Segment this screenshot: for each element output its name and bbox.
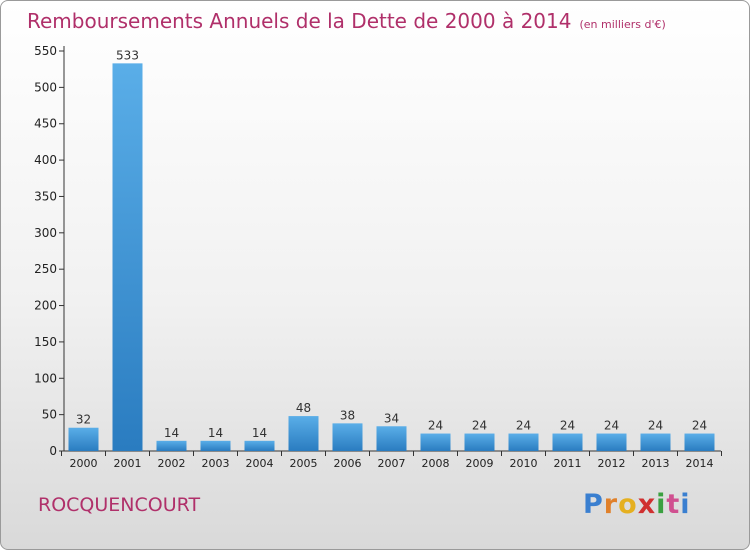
x-tick-label-2008: 2008 xyxy=(422,457,450,470)
bar-2003 xyxy=(200,440,231,451)
chart-title-unit: (en milliers d'€) xyxy=(579,18,666,31)
bar-2014 xyxy=(684,433,715,451)
data-label-2004: 14 xyxy=(252,426,267,440)
bar-2009 xyxy=(464,433,495,451)
y-tick-label: 200 xyxy=(34,299,57,313)
bar-2011 xyxy=(552,433,583,451)
data-label-2003: 14 xyxy=(208,426,223,440)
chart-title: Remboursements Annuels de la Dette de 20… xyxy=(27,9,666,33)
bar-2005 xyxy=(288,416,319,451)
bar-2013 xyxy=(640,433,671,451)
y-tick-label: 500 xyxy=(34,80,57,94)
logo-letter: x xyxy=(637,489,657,520)
data-label-2012: 24 xyxy=(604,419,619,433)
x-tick-label-2012: 2012 xyxy=(598,457,626,470)
bar-2006 xyxy=(332,423,363,451)
x-tick-label-2001: 2001 xyxy=(114,457,142,470)
proxiti-logo: Proxiti xyxy=(583,489,691,520)
x-tick-label-2014: 2014 xyxy=(686,457,714,470)
x-tick-label-2010: 2010 xyxy=(510,457,538,470)
y-tick-label: 0 xyxy=(49,444,57,458)
bar-2010 xyxy=(508,433,539,451)
data-label-2002: 14 xyxy=(164,426,179,440)
y-tick-label: 400 xyxy=(34,153,57,167)
bar-2000 xyxy=(68,427,99,451)
data-label-2014: 24 xyxy=(692,419,707,433)
x-tick-label-2013: 2013 xyxy=(642,457,670,470)
x-tick-label-2009: 2009 xyxy=(466,457,494,470)
y-tick-label: 250 xyxy=(34,262,57,276)
data-label-2008: 24 xyxy=(428,419,443,433)
data-label-2006: 38 xyxy=(340,408,355,422)
y-tick-label: 450 xyxy=(34,117,57,131)
x-tick-label-2011: 2011 xyxy=(554,457,582,470)
logo-letter: o xyxy=(618,489,638,520)
x-tick-label-2002: 2002 xyxy=(158,457,186,470)
bar-2004 xyxy=(244,440,275,451)
y-tick-label: 150 xyxy=(34,335,57,349)
logo-letter: P xyxy=(583,489,604,520)
y-tick-label: 50 xyxy=(42,408,57,422)
data-label-2013: 24 xyxy=(648,419,663,433)
logo-letter: r xyxy=(603,489,619,520)
y-tick-label: 550 xyxy=(34,44,57,58)
data-label-2009: 24 xyxy=(472,419,487,433)
data-label-2005: 48 xyxy=(296,401,311,415)
x-tick-label-2003: 2003 xyxy=(202,457,230,470)
bar-2008 xyxy=(420,433,451,451)
x-tick-label-2007: 2007 xyxy=(378,457,406,470)
logo-letter: i xyxy=(656,489,667,520)
bar-2002 xyxy=(156,440,187,451)
data-label-2001: 533 xyxy=(116,48,139,62)
x-tick-label-2005: 2005 xyxy=(290,457,318,470)
x-tick-label-2004: 2004 xyxy=(246,457,274,470)
x-tick-label-2006: 2006 xyxy=(334,457,362,470)
x-tick-label-2000: 2000 xyxy=(70,457,98,470)
y-tick-label: 100 xyxy=(34,371,57,385)
bar-2007 xyxy=(376,426,407,451)
y-tick-label: 300 xyxy=(34,226,57,240)
commune-name: ROCQUENCOURT xyxy=(38,494,201,516)
data-label-2011: 24 xyxy=(560,419,575,433)
data-label-2010: 24 xyxy=(516,419,531,433)
chart-title-text: Remboursements Annuels de la Dette de 20… xyxy=(27,9,572,33)
bar-2001 xyxy=(112,63,143,451)
y-tick-label: 350 xyxy=(34,189,57,203)
bar-2012 xyxy=(596,433,627,451)
logo-letter: t xyxy=(666,489,681,520)
data-label-2000: 32 xyxy=(76,413,91,427)
logo-letter: i xyxy=(680,489,691,520)
data-label-2007: 34 xyxy=(384,411,399,425)
